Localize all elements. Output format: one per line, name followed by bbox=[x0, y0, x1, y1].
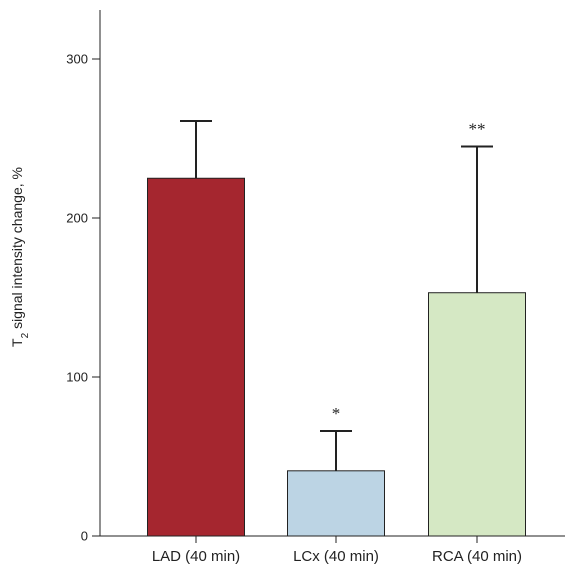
bar bbox=[428, 292, 526, 537]
y-axis-title-subscript: 2 bbox=[20, 332, 31, 338]
bars: *** bbox=[147, 119, 526, 537]
y-tick-label: 0 bbox=[81, 529, 88, 544]
y-tick-label: 200 bbox=[66, 211, 88, 226]
x-tick-label: RCA (40 min) bbox=[432, 548, 522, 565]
significance-marker: * bbox=[332, 404, 341, 423]
bar bbox=[147, 177, 245, 537]
y-axis-title-suffix: signal intensity change, % bbox=[9, 167, 25, 333]
x-tick-label: LCx (40 min) bbox=[293, 548, 379, 565]
y-tick-label: 100 bbox=[66, 370, 88, 385]
x-tick-label: LAD (40 min) bbox=[152, 548, 240, 565]
significance-marker: ** bbox=[469, 119, 486, 138]
bar bbox=[287, 470, 385, 537]
y-axis-title: T2 signal intensity change, % bbox=[9, 167, 31, 347]
y-tick-label: 300 bbox=[66, 52, 88, 67]
y-axis-title-prefix: T bbox=[9, 338, 25, 347]
